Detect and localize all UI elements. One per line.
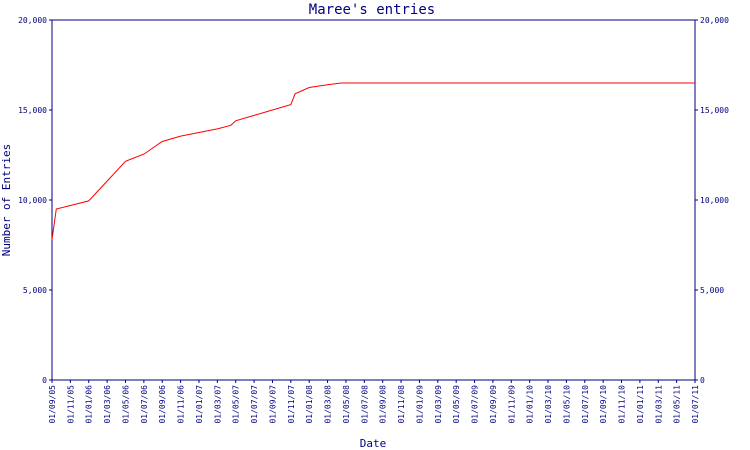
y-axis-ticks-right: 0 5,000 10,000 15,000 20,000 [695, 16, 729, 385]
y-axis-label: Number of Entries [0, 144, 13, 257]
x-tick-label: 01/09/09 [489, 385, 498, 424]
x-tick-label: 01/05/10 [562, 385, 571, 424]
x-tick-label: 01/01/11 [636, 385, 645, 424]
x-tick-label: 01/11/09 [507, 385, 516, 424]
x-tick-label: 01/01/06 [85, 385, 94, 424]
x-tick-label: 01/07/10 [581, 385, 590, 424]
y-tick-label-right: 20,000 [700, 16, 729, 25]
x-tick-label: 01/03/08 [324, 385, 333, 424]
y-tick-label-left: 0 [42, 376, 47, 385]
y-tick-label-right: 15,000 [700, 106, 729, 115]
x-tick-label: 01/11/07 [287, 385, 296, 424]
x-tick-label: 01/05/08 [342, 385, 351, 424]
y-tick-label-right: 5,000 [700, 286, 724, 295]
x-tick-label: 01/09/07 [268, 385, 277, 424]
series-line [51, 82, 695, 240]
x-tick-label: 01/07/09 [471, 385, 480, 424]
x-tick-label: 01/05/11 [673, 385, 682, 424]
y-tick-label-left: 5,000 [23, 286, 47, 295]
x-tick-label: 01/01/07 [195, 385, 204, 424]
x-tick-label: 01/11/10 [618, 385, 627, 424]
x-tick-label: 01/03/07 [213, 385, 222, 424]
x-tick-label: 01/07/06 [140, 385, 149, 424]
x-tick-label: 01/09/06 [158, 385, 167, 424]
x-axis-label: Date [360, 437, 387, 450]
y-tick-label-left: 10,000 [18, 196, 47, 205]
y-tick-label-right: 10,000 [700, 196, 729, 205]
x-tick-label: 01/01/09 [415, 385, 424, 424]
x-tick-label: 01/11/08 [397, 385, 406, 424]
x-tick-label: 01/05/06 [121, 385, 130, 424]
x-tick-label: 01/07/07 [250, 385, 259, 424]
y-axis-ticks-left: 0 5,000 10,000 15,000 20,000 [18, 16, 52, 385]
chart-title: Maree's entries [309, 2, 435, 18]
x-tick-label: 01/03/11 [654, 385, 663, 424]
x-tick-label: 01/05/07 [232, 385, 241, 424]
x-tick-label: 01/11/05 [66, 385, 75, 424]
x-tick-label: 01/09/05 [48, 385, 57, 424]
x-tick-label: 01/01/08 [305, 385, 314, 424]
plot-area [51, 19, 696, 381]
x-tick-label: 01/03/06 [103, 385, 112, 424]
y-tick-label-right: 0 [700, 376, 705, 385]
x-axis-ticks: 01/09/05 01/11/05 01/01/06 01/03/06 01/05/06… [48, 380, 700, 424]
series-layer [51, 82, 695, 240]
y-tick-label-left: 20,000 [18, 16, 47, 25]
x-tick-label: 01/03/09 [434, 385, 443, 424]
x-tick-label: 01/07/08 [360, 385, 369, 424]
x-tick-label: 01/09/10 [599, 385, 608, 424]
y-tick-label-left: 15,000 [18, 106, 47, 115]
x-tick-label: 01/09/08 [379, 385, 388, 424]
x-tick-label: 01/11/06 [177, 385, 186, 424]
x-tick-label: 01/03/10 [544, 385, 553, 424]
x-tick-label: 01/05/09 [452, 385, 461, 424]
x-tick-label: 01/01/10 [526, 385, 535, 424]
x-tick-label: 01/07/11 [691, 385, 700, 424]
